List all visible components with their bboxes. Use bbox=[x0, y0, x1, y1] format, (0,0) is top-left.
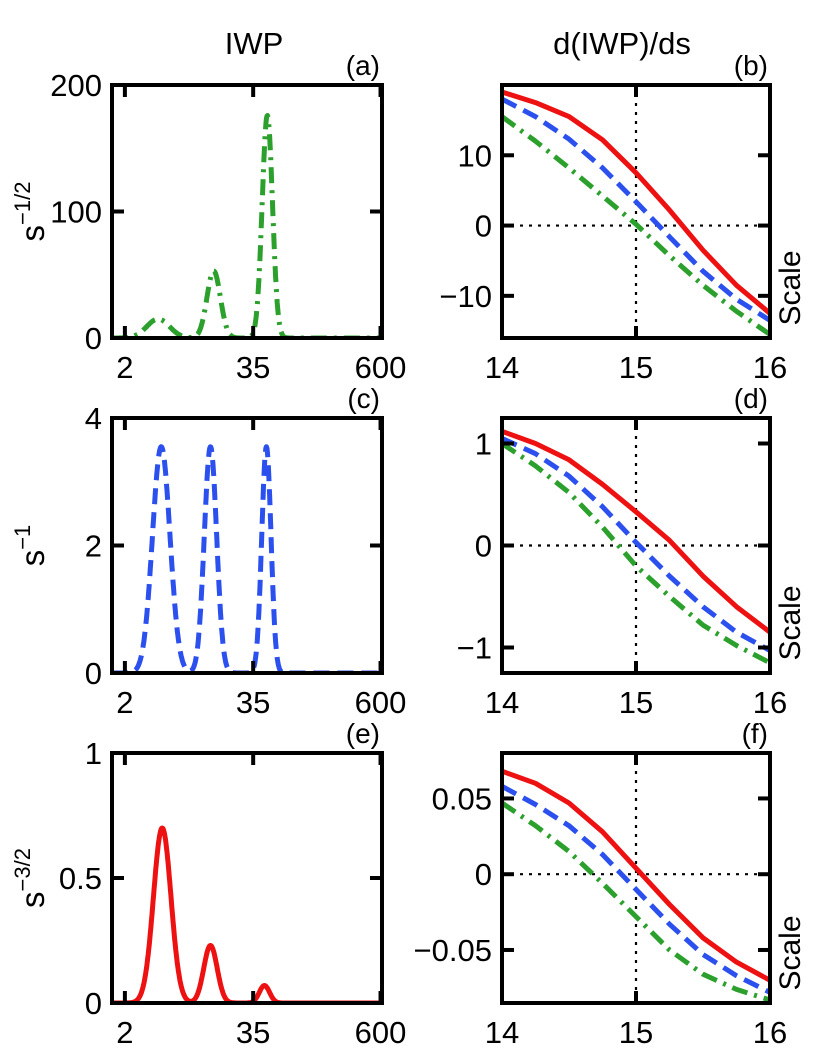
column-title-derivative: d(IWP)/ds bbox=[553, 26, 691, 61]
series-blue bbox=[502, 96, 770, 323]
panel-label: (a) bbox=[346, 50, 380, 81]
panel-e: 0 0.5 1 2 35 600 (e) s−3/2 bbox=[10, 718, 406, 1050]
y-tick-label: 0.5 bbox=[59, 861, 102, 896]
y-tick-label: 0 bbox=[85, 656, 102, 691]
scale-label: Scale bbox=[774, 585, 807, 660]
series-green bbox=[502, 800, 770, 1003]
panel-label: (c) bbox=[347, 383, 380, 414]
scale-label: Scale bbox=[774, 915, 807, 990]
x-tick-label: 15 bbox=[619, 350, 653, 385]
series-blue bbox=[502, 436, 770, 653]
series-red bbox=[502, 428, 770, 635]
series-blue bbox=[112, 444, 382, 673]
y-tick-label: −1 bbox=[457, 631, 492, 666]
y-tick-label: 0.05 bbox=[432, 781, 492, 816]
x-tick-label: 35 bbox=[236, 1015, 270, 1050]
y-axis-label-exponent: −1/2 bbox=[10, 182, 35, 225]
y-axis-label: s−1/2 bbox=[10, 182, 51, 242]
x-tick-label: 35 bbox=[236, 685, 270, 720]
y-axis-label-base: s bbox=[14, 550, 51, 567]
y-tick-label: 1 bbox=[85, 736, 102, 771]
x-tick-label: 2 bbox=[116, 685, 133, 720]
panel-label: (d) bbox=[734, 383, 768, 414]
y-tick-label: 0 bbox=[85, 986, 102, 1021]
y-tick-label: 0 bbox=[85, 321, 102, 356]
x-tick-label: 35 bbox=[236, 350, 270, 385]
column-title-iwp: IWP bbox=[225, 26, 284, 61]
x-tick-label: 16 bbox=[753, 1015, 787, 1050]
y-axis-label-exponent: −1 bbox=[10, 525, 35, 550]
panel-a: 0 100 200 2 35 600 (a) s−1/2 bbox=[10, 50, 406, 385]
x-tick-label: 16 bbox=[753, 685, 787, 720]
y-tick-label: 200 bbox=[50, 68, 102, 103]
x-tick-label: 600 bbox=[355, 350, 407, 385]
series-green bbox=[502, 114, 770, 337]
x-tick-label: 2 bbox=[116, 1015, 133, 1050]
x-tick-label: 15 bbox=[619, 1015, 653, 1050]
series-red bbox=[502, 768, 770, 983]
y-tick-label: 10 bbox=[458, 138, 492, 173]
x-tick-label: 600 bbox=[355, 685, 407, 720]
x-tick-label: 600 bbox=[355, 1015, 407, 1050]
y-axis-label-base: s bbox=[14, 891, 51, 908]
x-tick-label: 15 bbox=[619, 685, 653, 720]
panel-d: −1 0 1 14 15 16 (d) Scale bbox=[457, 383, 807, 720]
x-tick-label: 16 bbox=[753, 350, 787, 385]
y-axis-label: s−1 bbox=[10, 525, 51, 567]
y-tick-label: 1 bbox=[475, 427, 492, 462]
series-blue bbox=[502, 784, 770, 995]
y-axis-label: s−3/2 bbox=[10, 848, 51, 908]
x-tick-label: 2 bbox=[116, 350, 133, 385]
panel-f: −0.05 0 0.05 14 15 16 (f) Scale bbox=[414, 718, 807, 1050]
panel-label: (f) bbox=[742, 718, 768, 749]
x-tick-label: 14 bbox=[485, 350, 519, 385]
y-axis-label-base: s bbox=[14, 225, 51, 242]
y-tick-label: 0 bbox=[475, 529, 492, 564]
y-axis-label-exponent: −3/2 bbox=[10, 848, 35, 891]
y-tick-label: −0.05 bbox=[414, 933, 492, 968]
scale-label: Scale bbox=[774, 250, 807, 325]
x-tick-label: 14 bbox=[485, 1015, 519, 1050]
y-tick-label: 2 bbox=[85, 529, 102, 564]
y-tick-label: 0 bbox=[475, 209, 492, 244]
y-tick-label: 0 bbox=[475, 857, 492, 892]
y-tick-label: −10 bbox=[439, 279, 492, 314]
y-tick-label: 4 bbox=[85, 401, 102, 436]
panel-label: (e) bbox=[346, 718, 380, 749]
series-red bbox=[502, 89, 770, 316]
panel-b: −10 0 10 14 15 16 (b) Scale bbox=[439, 50, 807, 385]
x-tick-label: 14 bbox=[485, 685, 519, 720]
series-green bbox=[502, 441, 770, 666]
panel-label: (b) bbox=[734, 50, 768, 81]
y-tick-label: 100 bbox=[50, 195, 102, 230]
